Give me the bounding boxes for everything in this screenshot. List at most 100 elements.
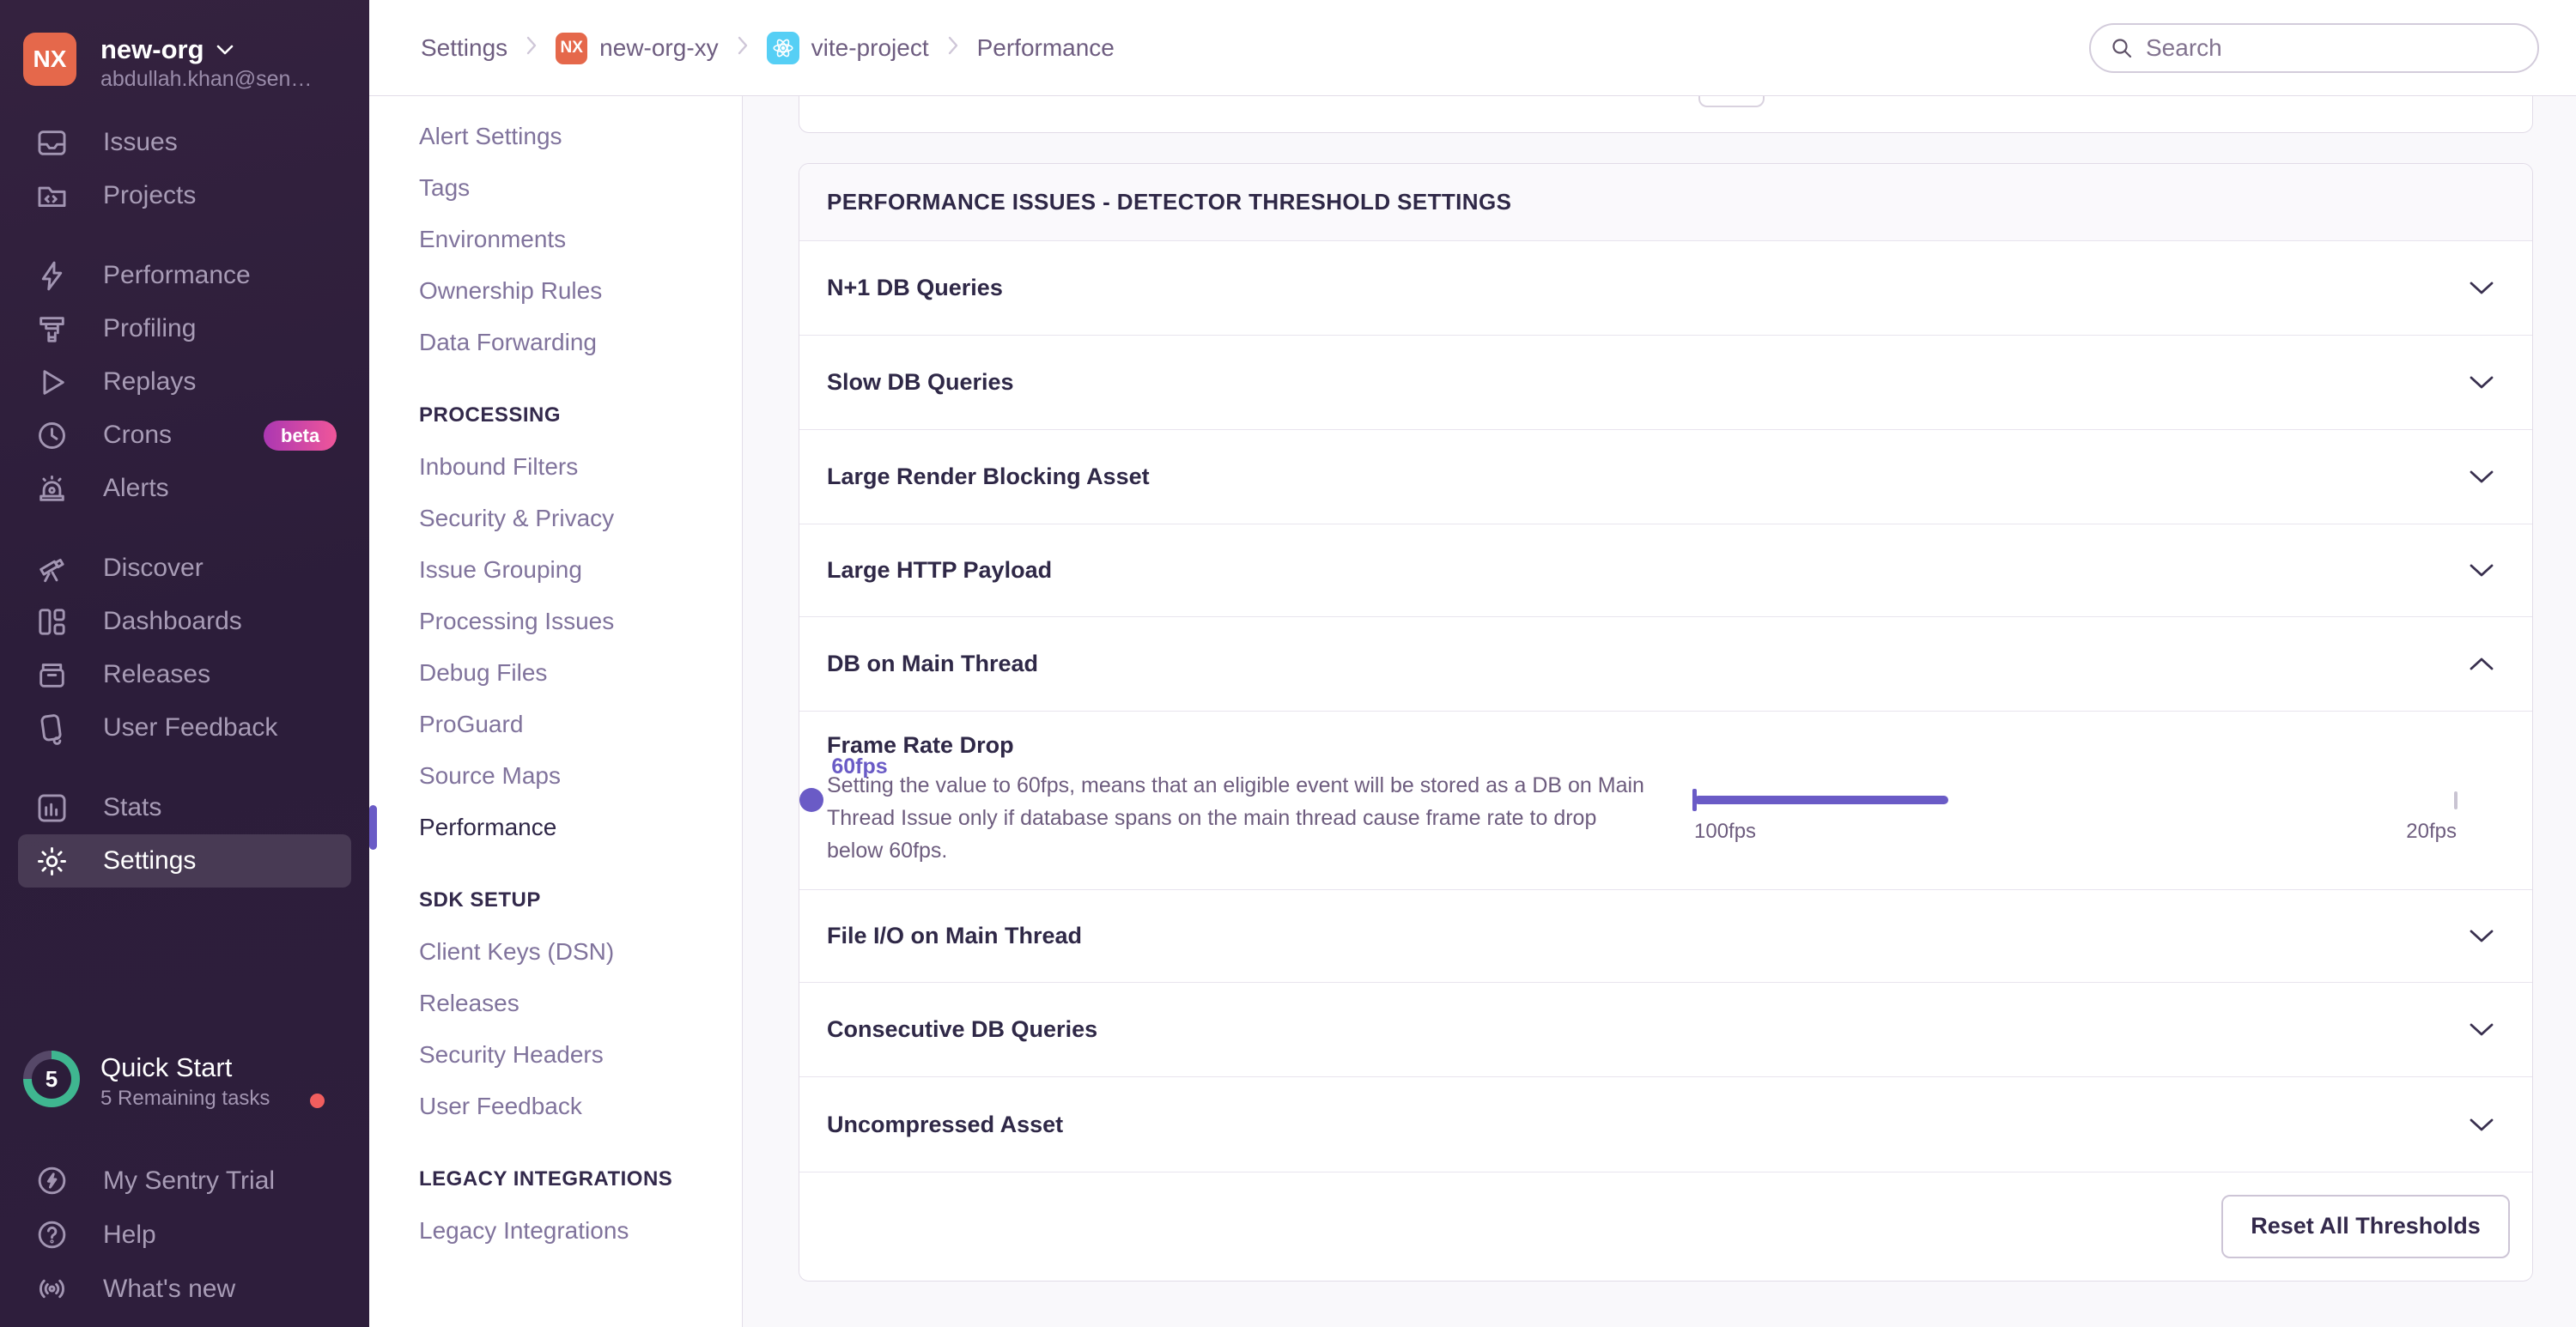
profiling-icon	[39, 316, 64, 342]
replays-icon	[43, 369, 64, 395]
chevron-right-icon	[525, 34, 538, 63]
main-content: PERFORMANCE ISSUES - DETECTOR THRESHOLD …	[743, 96, 2576, 1327]
settings-nav-header-processing: PROCESSING	[419, 403, 562, 427]
performance-icon	[41, 261, 63, 290]
react-project-icon	[766, 32, 799, 64]
settings-nav-releases[interactable]: Releases	[419, 990, 519, 1016]
projects-icon	[38, 186, 66, 207]
detector-row-consecutive-db-queries[interactable]: Consecutive DB Queries	[799, 983, 2532, 1077]
quick-start[interactable]: 5 Quick Start 5 Remaining tasks	[23, 1051, 349, 1110]
settings-nav-debug-files[interactable]: Debug Files	[419, 659, 548, 686]
sidebar-item-profiling[interactable]: Profiling	[18, 302, 351, 355]
sidebar-item-dashboards[interactable]: Dashboards	[18, 595, 351, 648]
slider-track-fill[interactable]	[1694, 796, 1948, 804]
org-user-email: abdullah.khan@sen…	[100, 67, 313, 91]
sidebar-item-stats[interactable]: Stats	[18, 781, 351, 834]
panel-footer: Reset All Thresholds	[799, 1172, 2532, 1280]
sidebar-nav: Issues Projects Performance Profiling Re…	[0, 116, 369, 888]
chevron-down-icon	[2470, 930, 2494, 942]
discover-icon	[39, 558, 64, 582]
settings-nav-environments[interactable]: Environments	[419, 226, 567, 252]
chevron-down-icon	[2470, 564, 2494, 577]
detector-row-slow-db-queries[interactable]: Slow DB Queries	[799, 336, 2532, 430]
beta-badge: beta	[264, 421, 337, 451]
settings-nav-legacy-integrations[interactable]: Legacy Integrations	[419, 1217, 629, 1244]
sidebar-item-alerts[interactable]: Alerts	[18, 462, 351, 515]
sidebar-item-crons[interactable]: Crons beta	[18, 409, 351, 462]
frame-rate-slider: 60fps 100fps 20fps	[799, 712, 2532, 889]
detector-row-db-on-main-thread[interactable]: DB on Main Thread	[799, 617, 2532, 712]
search-icon	[2112, 39, 2132, 58]
search-box	[2089, 23, 2539, 73]
chevron-down-icon	[2470, 282, 2494, 294]
issues-icon	[38, 130, 66, 155]
chevron-down-icon	[2470, 1023, 2494, 1036]
breadcrumb-performance: Performance	[976, 34, 1115, 61]
frame-rate-drop-text: Frame Rate Drop Setting the value to 60f…	[827, 732, 1651, 867]
sidebar-item-whats-new[interactable]: What's new	[18, 1262, 351, 1316]
breadcrumb: Settings NX new-org-xy vite-project Perf…	[421, 0, 1115, 96]
org-avatar: NX	[23, 33, 76, 86]
detector-row-n-plus-one-db-queries[interactable]: N+1 DB Queries	[799, 241, 2532, 336]
sidebar-footer: My Sentry Trial Help What's new	[0, 1154, 369, 1316]
top-bar: Settings NX new-org-xy vite-project Perf…	[369, 0, 2576, 96]
settings-nav-processing-issues[interactable]: Processing Issues	[419, 608, 615, 634]
sidebar-item-settings[interactable]: Settings	[18, 834, 351, 888]
trial-icon	[38, 1166, 66, 1195]
settings-nav-ownership-rules[interactable]: Ownership Rules	[419, 277, 603, 304]
panel-title: PERFORMANCE ISSUES - DETECTOR THRESHOLD …	[799, 164, 2532, 241]
sidebar-item-user-feedback[interactable]: User Feedback	[18, 701, 351, 754]
settings-nav-user-feedback[interactable]: User Feedback	[419, 1093, 582, 1119]
crons-icon	[39, 421, 65, 449]
quick-start-progress-ring: 5	[23, 1051, 80, 1107]
detector-row-large-render-blocking-asset[interactable]: Large Render Blocking Asset	[799, 430, 2532, 524]
detector-row-large-http-payload[interactable]: Large HTTP Payload	[799, 524, 2532, 617]
detector-row-uncompressed-asset[interactable]: Uncompressed Asset	[799, 1077, 2532, 1172]
help-icon	[38, 1221, 66, 1249]
breadcrumb-settings[interactable]: Settings	[421, 34, 508, 61]
detector-threshold-panel: PERFORMANCE ISSUES - DETECTOR THRESHOLD …	[799, 163, 2533, 1282]
reset-all-thresholds-button[interactable]: Reset All Thresholds	[2221, 1194, 2510, 1258]
slider-handle[interactable]	[799, 788, 823, 812]
sidebar-item-my-sentry-trial[interactable]: My Sentry Trial	[18, 1154, 351, 1208]
sidebar-item-discover[interactable]: Discover	[18, 542, 351, 595]
settings-nav-client-keys[interactable]: Client Keys (DSN)	[419, 938, 615, 965]
whats-new-icon	[39, 1279, 64, 1299]
settings-nav-performance[interactable]: Performance	[369, 802, 742, 853]
settings-nav-security-headers[interactable]: Security Headers	[419, 1041, 604, 1068]
settings-nav-proguard[interactable]: ProGuard	[419, 711, 524, 737]
settings-nav-issue-grouping[interactable]: Issue Grouping	[419, 556, 582, 583]
settings-nav-tags[interactable]: Tags	[419, 174, 471, 201]
search-input[interactable]	[2146, 34, 2515, 62]
sidebar-item-replays[interactable]: Replays	[18, 355, 351, 409]
chevron-down-icon	[2470, 1118, 2494, 1130]
scrolled-button-partial[interactable]	[1698, 96, 1765, 107]
settings-nav-security-privacy[interactable]: Security & Privacy	[419, 505, 615, 531]
sidebar-item-releases[interactable]: Releases	[18, 648, 351, 701]
settings-nav-data-forwarding[interactable]: Data Forwarding	[419, 329, 597, 355]
alerts-icon	[39, 475, 64, 501]
sidebar-item-performance[interactable]: Performance	[18, 249, 351, 302]
breadcrumb-project[interactable]: vite-project	[766, 32, 929, 64]
detector-row-file-io-on-main-thread[interactable]: File I/O on Main Thread	[799, 890, 2532, 983]
chevron-up-icon	[2470, 657, 2494, 670]
sidebar-item-issues[interactable]: Issues	[18, 116, 351, 169]
main-sidebar: NX new-org abdullah.khan@sen… Issues Pro…	[0, 0, 369, 1327]
breadcrumb-organization[interactable]: NX new-org-xy	[556, 32, 719, 64]
settings-nav-inbound-filters[interactable]: Inbound Filters	[419, 453, 579, 480]
settings-nav: Alert Settings Tags Environments Ownersh…	[369, 96, 743, 1327]
settings-nav-source-maps[interactable]: Source Maps	[419, 762, 561, 789]
settings-nav-alert-settings[interactable]: Alert Settings	[419, 123, 562, 149]
sidebar-item-projects[interactable]: Projects	[18, 169, 351, 222]
slider-max-tick	[2454, 791, 2458, 809]
chevron-down-icon	[2470, 376, 2494, 389]
frame-rate-drop-setting: Frame Rate Drop Setting the value to 60f…	[799, 712, 2532, 890]
settings-nav-header-legacy: LEGACY INTEGRATIONS	[419, 1167, 673, 1191]
chevron-right-icon	[946, 34, 960, 63]
slider-max-label: 20fps	[2406, 820, 2457, 843]
quick-start-subtitle: 5 Remaining tasks	[100, 1087, 270, 1110]
org-switcher[interactable]: NX new-org abdullah.khan@sen…	[23, 33, 349, 91]
quick-start-title: Quick Start	[100, 1052, 233, 1082]
sidebar-item-help[interactable]: Help	[18, 1208, 351, 1262]
